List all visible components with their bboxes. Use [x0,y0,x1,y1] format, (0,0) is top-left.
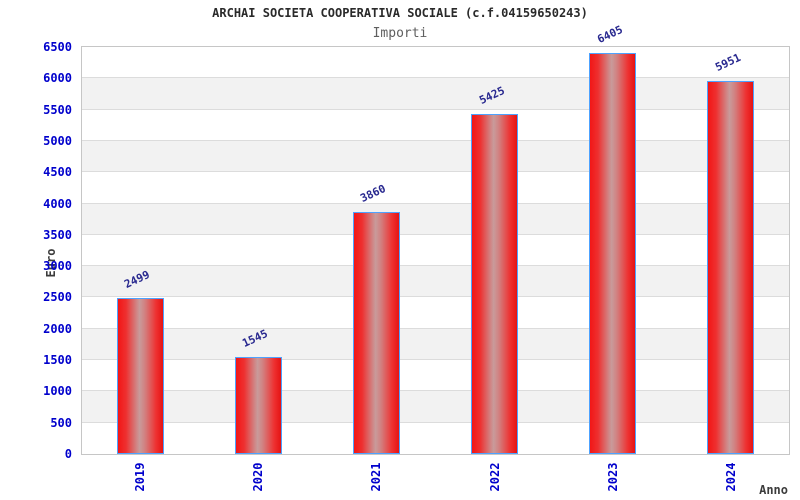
y-tick-label: 3500 [43,227,72,242]
grid-band [82,78,789,110]
y-tick-label: 1000 [43,384,72,399]
y-tick-label: 5500 [43,102,72,117]
bar-2022 [471,114,518,454]
y-tick-label: 3000 [43,259,72,274]
y-tick-label: 4000 [43,196,72,211]
chart-title: ARCHAI SOCIETA COOPERATIVA SOCIALE (c.f.… [212,6,588,20]
y-tick-label: 2000 [43,321,72,336]
y-tick-label: 0 [64,447,72,461]
bar-2021 [353,212,400,454]
bar-2020 [235,357,282,454]
y-tick-label: 6500 [43,40,72,54]
gridline [82,202,789,204]
grid-band [82,391,789,423]
y-tick-label: 2500 [43,290,72,305]
y-tick-label: 4500 [43,165,72,180]
grid-band [82,266,789,298]
gridline [82,327,789,329]
bar-2019 [117,297,164,454]
x-tick-label: 2024 [724,462,738,492]
plot-area [81,46,790,455]
y-tick-label: 1500 [43,353,72,368]
x-tick-label: 2019 [133,462,147,492]
gridline [82,390,789,392]
y-tick-label: 5000 [43,133,72,148]
gridline [82,233,789,235]
grid-band [82,203,789,235]
y-tick-label: 500 [50,415,72,430]
x-axis-label: Anno [759,483,788,497]
gridline [82,171,789,173]
x-tick-label: 2022 [488,462,502,492]
gridline [82,108,789,110]
gridline [82,296,789,298]
gridline [82,359,789,361]
gridline [82,265,789,267]
gridline [82,77,789,79]
bar-2023 [589,52,636,454]
bar-2024 [707,81,754,454]
x-tick-label: 2023 [606,462,620,492]
gridline [82,421,789,423]
grid-band [82,140,789,173]
x-tick-label: 2021 [369,462,383,492]
x-tick-label: 2020 [251,462,265,492]
gridline [82,139,789,141]
y-tick-label: 6000 [43,71,72,86]
grid-band [82,328,789,361]
chart-subtitle: Importi [372,26,428,41]
